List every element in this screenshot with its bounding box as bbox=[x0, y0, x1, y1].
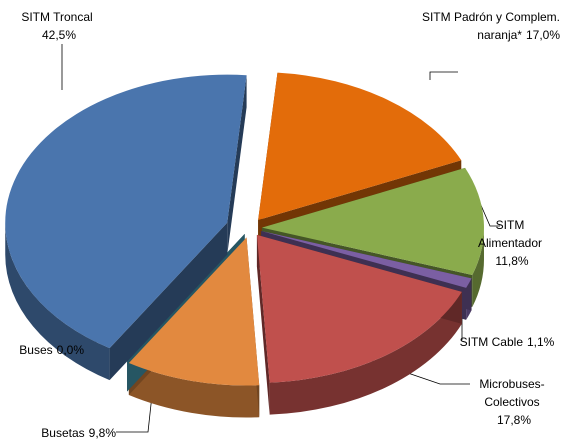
data-label: Busetas 9,8% bbox=[20, 424, 116, 441]
slice bbox=[261, 230, 472, 288]
slice-side bbox=[128, 363, 260, 418]
value-label: 1,1% bbox=[527, 335, 555, 349]
category-name: SITM Padrón y Complem. naranja* bbox=[421, 10, 560, 42]
category-name: SITM Cable bbox=[459, 335, 523, 349]
value-label: 0,0% bbox=[56, 343, 84, 357]
slice bbox=[128, 237, 260, 386]
slice-cut bbox=[227, 75, 247, 255]
category-name: SITM Troncal bbox=[21, 10, 93, 24]
data-label: SITM Cable 1,1% bbox=[452, 333, 562, 351]
data-label: Microbuses-Colectivos 17,8% bbox=[462, 375, 562, 429]
value-label: 17,0% bbox=[525, 28, 560, 42]
category-name: Microbuses-Colectivos bbox=[479, 377, 545, 409]
category-name: SITM Alimentador bbox=[477, 218, 543, 250]
value-label: 11,8% bbox=[495, 254, 529, 268]
data-label: SITM Troncal 42,5% bbox=[2, 8, 112, 44]
slice-cut bbox=[256, 234, 270, 415]
slice bbox=[256, 234, 462, 383]
slice-side bbox=[5, 222, 110, 381]
leader-line bbox=[116, 394, 153, 433]
value-label: 42,5% bbox=[41, 28, 77, 42]
slice bbox=[258, 72, 462, 221]
value-label: 17,8% bbox=[496, 413, 532, 427]
data-label: SITM Padrón y Complem. naranja* 17,0% bbox=[420, 8, 560, 44]
slice-side bbox=[269, 291, 462, 415]
data-label: Buses 0,0% bbox=[0, 341, 84, 359]
data-label: SITM Alimentador 11,8% bbox=[470, 216, 550, 270]
slice bbox=[5, 74, 247, 349]
slice bbox=[261, 167, 484, 276]
slice-side bbox=[472, 227, 484, 308]
category-name: Busetas bbox=[41, 426, 85, 440]
value-label: 9,8% bbox=[88, 426, 116, 440]
category-name: Buses bbox=[19, 343, 53, 357]
leader-line bbox=[429, 71, 458, 80]
slice-cut bbox=[109, 222, 228, 381]
